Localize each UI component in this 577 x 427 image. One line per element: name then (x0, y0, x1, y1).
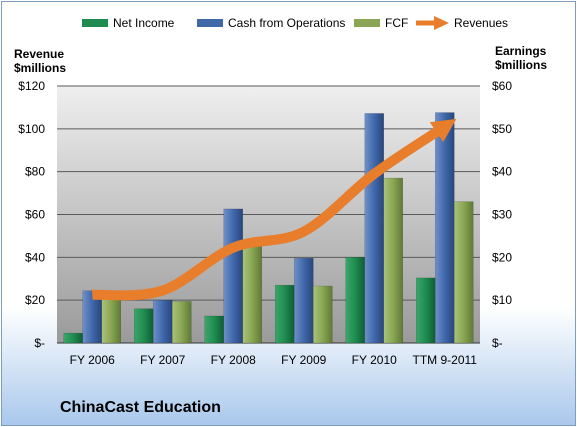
x-tick-label: TTM 9-2011 (413, 353, 478, 367)
bar-fcf (313, 285, 333, 344)
bar-cash-from-operations (294, 257, 314, 344)
right-tick-label: $50 (492, 122, 512, 136)
left-tick-label: $- (34, 336, 45, 350)
bar-net-income (345, 257, 365, 344)
right-axis-title-line2: $millions (495, 58, 547, 72)
legend-label: Cash from Operations (228, 16, 345, 30)
bar-cash-from-operations (223, 208, 243, 344)
bar-net-income (134, 308, 154, 344)
chart-title: ChinaCast Education (60, 399, 221, 416)
right-tick-label: $20 (492, 250, 512, 264)
right-axis-ticks: $- $10 $20 $30 $40 $50 $60 (492, 79, 512, 350)
bar-net-income (275, 284, 295, 344)
right-tick-label: $40 (492, 165, 512, 179)
left-tick-label: $100 (18, 122, 45, 136)
bar-fcf (172, 301, 192, 344)
left-axis-title-line1: Revenue (14, 47, 64, 61)
revenue-line-group (91, 118, 457, 301)
bar-fcf (101, 293, 121, 344)
x-tick-label: FY 2010 (352, 353, 397, 367)
right-tick-label: $30 (492, 208, 512, 222)
x-tick-label: FY 2009 (281, 353, 326, 367)
left-tick-label: $80 (25, 165, 45, 179)
bar-fcf (383, 177, 403, 344)
bar-net-income (204, 315, 224, 344)
right-tick-label: $10 (492, 293, 512, 307)
legend-label: Net Income (113, 16, 175, 30)
legend-label: Revenues (454, 16, 508, 30)
bar-net-income (63, 332, 83, 344)
legend: Net Income Cash from Operations FCF Revenue… (82, 16, 508, 30)
revenue-line (91, 118, 457, 301)
left-axis-ticks: $- $20 $40 $60 $80 $100 $120 (18, 79, 45, 350)
x-axis-ticks: FY 2006 FY 2007 FY 2008 FY 2009 FY 2010 TTM 9… (70, 353, 478, 367)
bar-cash-from-operations (435, 112, 455, 344)
legend-label: FCF (385, 16, 408, 30)
bar-fcf (242, 244, 262, 344)
bar-cash-from-operations (364, 113, 384, 344)
legend-swatch-net-income (82, 19, 108, 27)
legend-swatch-cash-from-operations (197, 19, 223, 27)
right-tick-label: $60 (492, 79, 512, 93)
right-axis-title-line1: Earnings (495, 44, 547, 58)
legend-swatch-fcf (354, 19, 380, 27)
left-tick-label: $120 (18, 79, 45, 93)
right-tick-label: $- (492, 336, 503, 350)
left-tick-label: $20 (25, 293, 45, 307)
bar-net-income (416, 277, 436, 344)
left-axis-title-line2: $millions (14, 61, 66, 75)
arrow-icon (434, 16, 449, 30)
bar-fcf (454, 201, 474, 344)
left-tick-label: $60 (25, 208, 45, 222)
left-tick-label: $40 (25, 250, 45, 264)
x-tick-label: FY 2008 (211, 353, 256, 367)
x-tick-label: FY 2006 (70, 353, 115, 367)
x-tick-label: FY 2007 (140, 353, 185, 367)
bar-cash-from-operations (153, 299, 173, 344)
